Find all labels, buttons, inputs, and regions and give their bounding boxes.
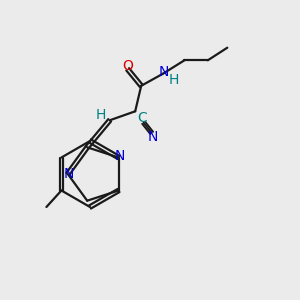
Text: H: H — [169, 74, 179, 87]
Text: N: N — [148, 130, 158, 143]
Text: N: N — [64, 167, 74, 181]
Text: N: N — [115, 149, 125, 163]
Text: C: C — [137, 111, 147, 125]
Text: N: N — [159, 65, 169, 79]
Text: O: O — [122, 59, 133, 73]
Text: H: H — [96, 108, 106, 122]
